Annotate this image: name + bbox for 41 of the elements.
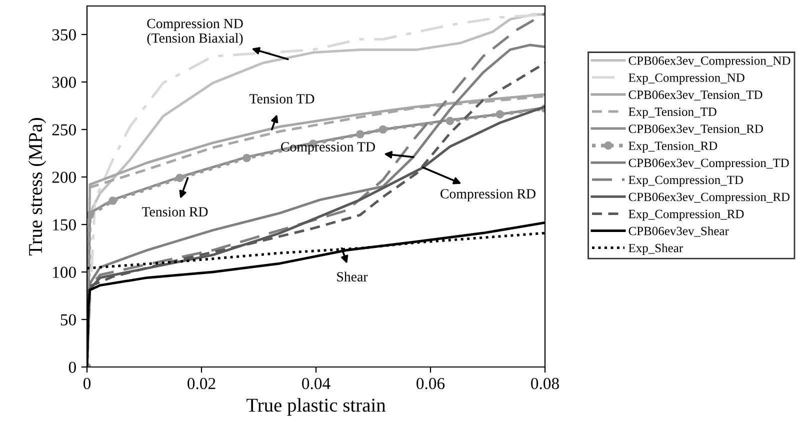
y-tick-label: 150 xyxy=(53,219,76,230)
legend-label: CPB06ev3ev_Shear xyxy=(628,226,729,237)
legend-label: Exp_Compression_TD xyxy=(628,176,744,187)
y-tick-label: 0 xyxy=(68,362,76,373)
x-tick-label: 0.06 xyxy=(416,378,445,390)
point xyxy=(87,210,94,220)
y-tick-label: 300 xyxy=(52,76,76,88)
annotation: Tension RD xyxy=(142,207,208,216)
point xyxy=(356,130,364,138)
y-tick-label: 350 xyxy=(52,29,76,40)
legend-label: Exp_Tension_TD xyxy=(628,108,716,119)
point xyxy=(496,110,504,118)
legend-label: Exp_Tension_RD xyxy=(628,142,718,153)
point xyxy=(176,174,184,182)
point xyxy=(378,125,388,134)
point xyxy=(108,196,117,205)
y-tick-label: 250 xyxy=(52,124,76,136)
legend-label: CPB06ex3ev_Compression_RD xyxy=(628,192,790,204)
annotation: Tension TD xyxy=(249,94,314,104)
annotation: Compression RD xyxy=(440,189,536,202)
x-axis-title: True plastic strain xyxy=(246,398,386,416)
annotation: Shear xyxy=(337,272,368,282)
y-tick-label: 100 xyxy=(53,266,76,278)
annotation: Compression TD xyxy=(281,142,375,154)
y-axis-title: True stress (MPa) xyxy=(28,118,46,256)
legend-label: CPB06ex3ev_Tension_TD xyxy=(628,90,762,100)
annotation: Compression ND (Tension Biaxial) xyxy=(147,18,243,46)
legend-label: Exp_Compression_RD xyxy=(628,210,744,221)
x-tick-label: 0.02 xyxy=(188,378,216,390)
y-tick-label: 200 xyxy=(52,172,76,183)
x-tick-label: 0.08 xyxy=(531,378,559,390)
legend-label: CPB06ex3ev_Compression_TD xyxy=(628,158,789,170)
point xyxy=(242,154,251,162)
legend-label: Exp_Shear xyxy=(628,243,683,255)
y-tick-label: 50 xyxy=(60,314,76,326)
x-tick-label: 0 xyxy=(83,378,91,390)
legend-label: CPB06ex3ev_Compression_ND xyxy=(628,56,790,68)
x-tick-label: 0.04 xyxy=(302,378,330,390)
legend-label: Exp_Compression_ND xyxy=(628,74,744,84)
legend-label: CPB06ex3ev_Tension_RD xyxy=(628,124,763,135)
point xyxy=(446,116,454,126)
